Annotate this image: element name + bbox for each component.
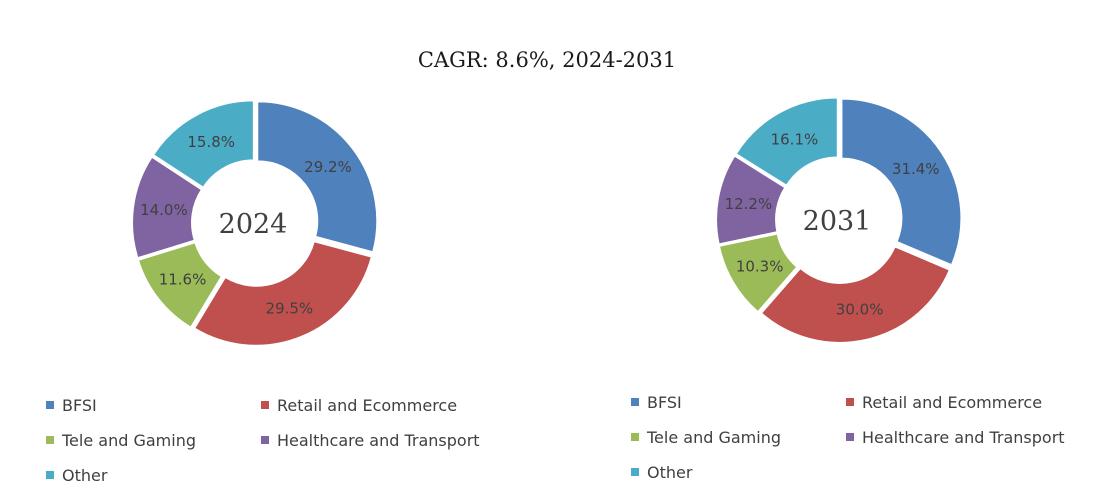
legend-item-healthcare-and-transport: Healthcare and Transport	[846, 426, 1094, 448]
data-label-2031-bfsi: 31.4%	[892, 160, 940, 178]
legend-swatch	[631, 433, 639, 441]
data-label-2024-other: 15.8%	[187, 133, 235, 151]
legend-label: Retail and Ecommerce	[277, 395, 458, 415]
legend-item-retail-and-ecommerce: Retail and Ecommerce	[846, 391, 1094, 413]
legend-swatch	[261, 436, 269, 444]
data-label-2031-retail-and-ecommerce: 30.0%	[836, 301, 884, 319]
legend-swatch	[846, 398, 854, 406]
slice-2024-healthcare-and-transport	[132, 156, 203, 259]
legend-2024: BFSI Retail and Ecommerce Tele and Gaming H…	[46, 394, 521, 486]
data-label-2031-healthcare-and-transport: 12.2%	[725, 195, 773, 213]
slice-2024-tele-and-gaming	[137, 242, 222, 328]
legend-item-bfsi: BFSI	[631, 391, 846, 413]
legend-swatch	[631, 468, 639, 476]
data-label-2031-other: 16.1%	[771, 131, 819, 149]
legend-item-bfsi: BFSI	[46, 394, 261, 416]
legend-label: Healthcare and Transport	[277, 430, 480, 450]
data-label-2024-bfsi: 29.2%	[304, 158, 352, 176]
data-label-2024-tele-and-gaming: 11.6%	[159, 271, 207, 289]
center-label-2031: 2031	[803, 206, 872, 237]
slice-2024-retail-and-ecommerce	[194, 241, 372, 346]
slice-2024-other	[153, 100, 254, 188]
legend-swatch	[46, 401, 54, 409]
legend-2031: BFSI Retail and Ecommerce Tele and Gaming H…	[631, 391, 1094, 483]
legend-label: Healthcare and Transport	[862, 427, 1065, 447]
slice-2031-other	[735, 97, 838, 186]
legend-item-healthcare-and-transport: Healthcare and Transport	[261, 429, 521, 451]
legend-label: BFSI	[647, 392, 682, 412]
slice-2031-bfsi	[841, 98, 962, 266]
chart-title: CAGR: 8.6%, 2024-2031	[417, 48, 677, 72]
slice-2031-retail-and-ecommerce	[760, 246, 950, 343]
data-label-2031-tele-and-gaming: 10.3%	[736, 258, 784, 276]
legend-swatch	[46, 471, 54, 479]
legend-label: BFSI	[62, 395, 97, 415]
legend-swatch	[46, 436, 54, 444]
legend-item-retail-and-ecommerce: Retail and Ecommerce	[261, 394, 521, 416]
legend-item-other: Other	[46, 464, 261, 486]
data-label-2024-healthcare-and-transport: 14.0%	[140, 201, 188, 219]
legend-label: Other	[62, 465, 108, 485]
legend-swatch	[846, 433, 854, 441]
legend-label: Tele and Gaming	[62, 430, 196, 450]
slice-2031-tele-and-gaming	[718, 233, 798, 313]
legend-label: Other	[647, 462, 693, 482]
legend-item-other: Other	[631, 461, 846, 483]
legend-swatch	[631, 398, 639, 406]
legend-label: Tele and Gaming	[647, 427, 781, 447]
data-label-2024-retail-and-ecommerce: 29.5%	[266, 299, 314, 317]
legend-swatch	[261, 401, 269, 409]
slice-2031-healthcare-and-transport	[716, 155, 786, 245]
legend-label: Retail and Ecommerce	[862, 392, 1043, 412]
slice-2024-bfsi	[257, 101, 378, 253]
center-label-2024: 2024	[219, 209, 288, 240]
legend-item-tele-and-gaming: Tele and Gaming	[631, 426, 846, 448]
legend-item-tele-and-gaming: Tele and Gaming	[46, 429, 261, 451]
